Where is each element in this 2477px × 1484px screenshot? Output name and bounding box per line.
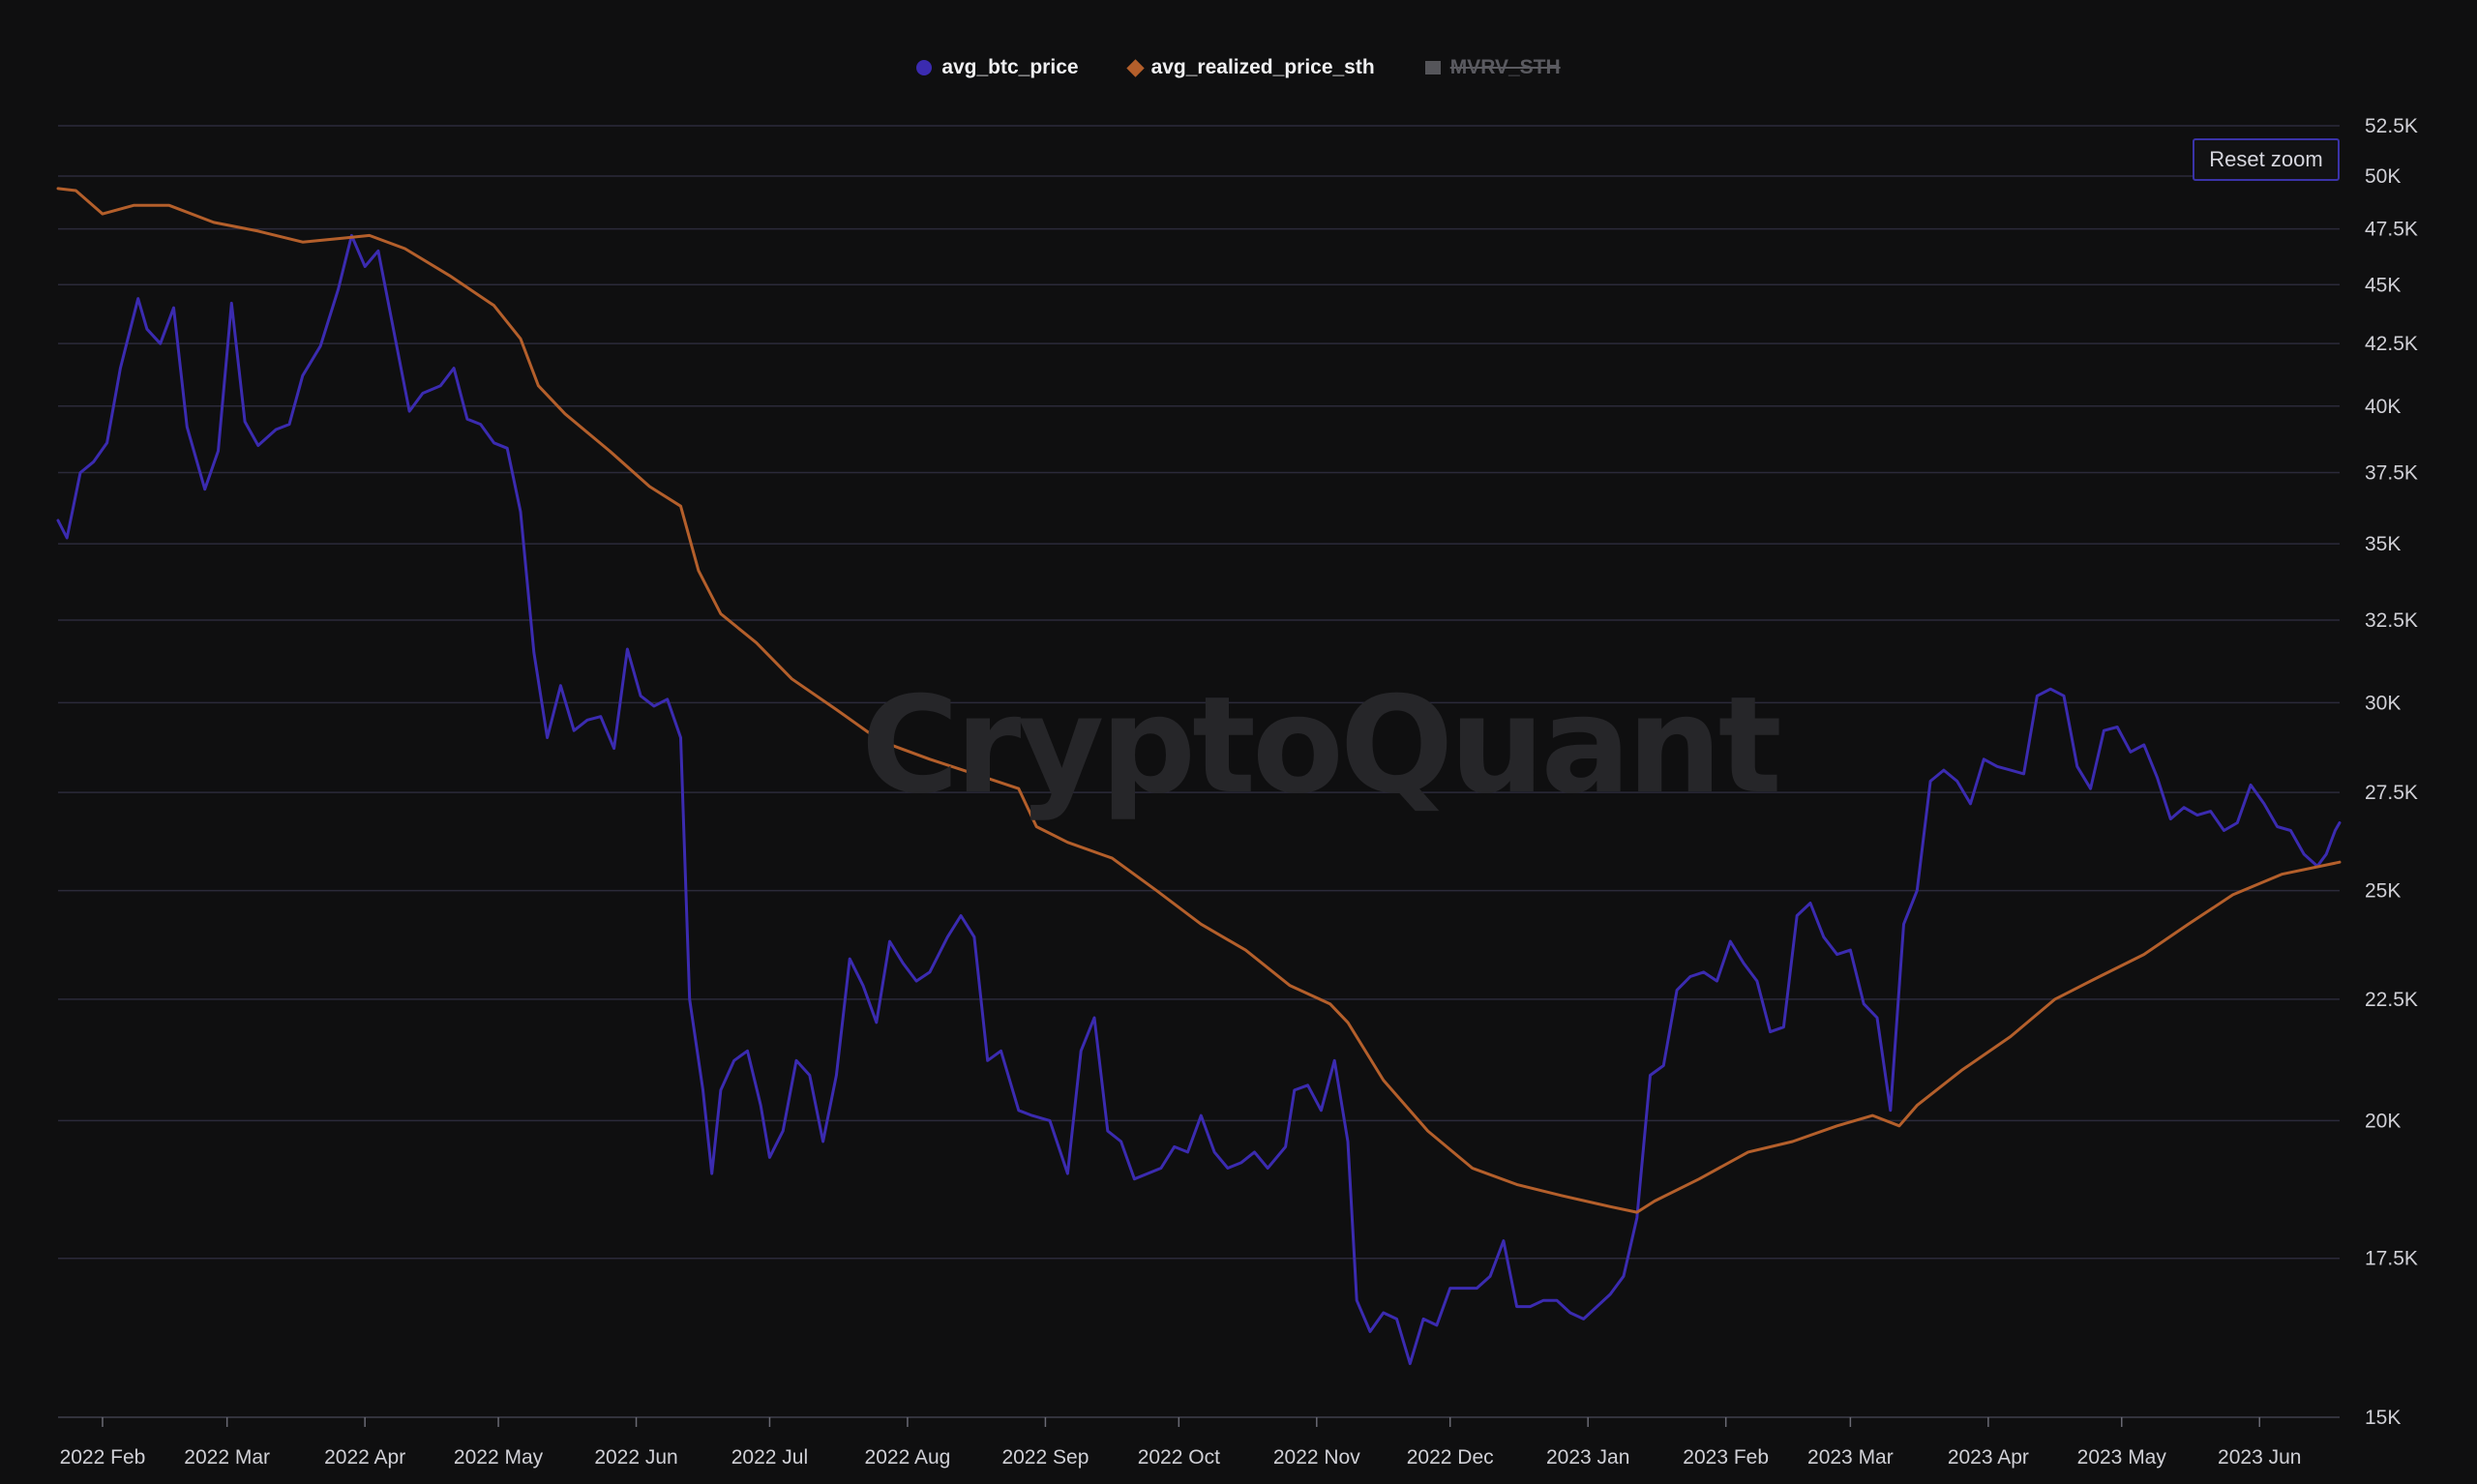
x-tick-label: 2022 Mar — [184, 1446, 270, 1469]
x-axis: 2022 Feb 2022 Mar 2022 Apr 2022 May 2022 Jun… — [58, 1416, 2340, 1469]
legend-item-mvrv-sth[interactable]: MVRV_STH — [1424, 56, 1561, 79]
y-tick-label: 50K — [2365, 165, 2401, 188]
y-tick-label: 25K — [2365, 880, 2401, 903]
y-tick-label: 17.5K — [2365, 1248, 2418, 1270]
x-tick-label: 2022 Jul — [731, 1446, 808, 1469]
legend: avg_btc_price avg_realized_price_sth MVR… — [0, 56, 2477, 79]
x-tick-label: 2022 Dec — [1407, 1446, 1494, 1469]
x-tick-label: 2022 Oct — [1138, 1446, 1220, 1469]
series-line-avg-realized-price-sth — [56, 187, 2342, 1214]
x-tick-label: 2023 Feb — [1683, 1446, 1769, 1469]
x-tick-label: 2022 Nov — [1273, 1446, 1360, 1469]
x-tick-label: 2023 Apr — [1948, 1446, 2029, 1469]
y-axis-tick-labels: 15K 17.5K 20K 22.5K 25K 27.5K 30K 32.5K 35K 37.5K… — [2365, 115, 2418, 1429]
legend-marker-circle-icon — [916, 60, 933, 75]
x-tick-label: 2022 Feb — [60, 1446, 146, 1469]
legend-item-avg-realized-price-sth[interactable]: avg_realized_price_sth — [1125, 56, 1375, 79]
legend-label: avg_realized_price_sth — [1150, 56, 1375, 78]
x-tick-label: 2022 Apr — [324, 1446, 405, 1469]
x-tick-label: 2022 Sep — [1001, 1446, 1089, 1469]
y-tick-label: 47.5K — [2365, 219, 2418, 241]
x-tick-label: 2022 Jun — [594, 1446, 677, 1469]
y-tick-label: 45K — [2365, 274, 2401, 296]
legend-marker-square-icon — [1424, 61, 1441, 74]
reset-zoom-button[interactable]: Reset zoom — [2193, 138, 2340, 181]
series-lines — [56, 187, 2342, 1366]
series-line-avg-btc-price — [56, 233, 2342, 1366]
x-tick-label: 2023 Mar — [1807, 1446, 1894, 1469]
x-tick-label: 2023 Jan — [1546, 1446, 1629, 1469]
x-tick-label: 2022 Aug — [865, 1446, 951, 1469]
y-tick-label: 27.5K — [2365, 782, 2418, 804]
y-tick-label: 37.5K — [2365, 462, 2418, 485]
x-tick-label: 2023 May — [2077, 1446, 2167, 1469]
y-tick-label: 42.5K — [2365, 333, 2418, 355]
legend-marker-diamond-icon — [1125, 58, 1145, 77]
y-tick-label: 15K — [2365, 1407, 2401, 1429]
y-tick-label: 22.5K — [2365, 989, 2418, 1011]
y-tick-label: 20K — [2365, 1110, 2401, 1132]
y-tick-label: 52.5K — [2365, 115, 2418, 137]
x-tick-label: 2022 May — [454, 1446, 544, 1469]
x-tick-label: 2023 Jun — [2218, 1446, 2301, 1469]
y-tick-label: 30K — [2365, 692, 2401, 714]
y-tick-label: 32.5K — [2365, 609, 2418, 632]
y-tick-label: 35K — [2365, 533, 2401, 555]
y-tick-label: 40K — [2365, 396, 2401, 418]
legend-label: avg_btc_price — [941, 56, 1079, 78]
y-grid — [58, 125, 2340, 1418]
legend-item-avg-btc-price[interactable]: avg_btc_price — [916, 56, 1079, 79]
legend-label: MVRV_STH — [1449, 56, 1561, 78]
